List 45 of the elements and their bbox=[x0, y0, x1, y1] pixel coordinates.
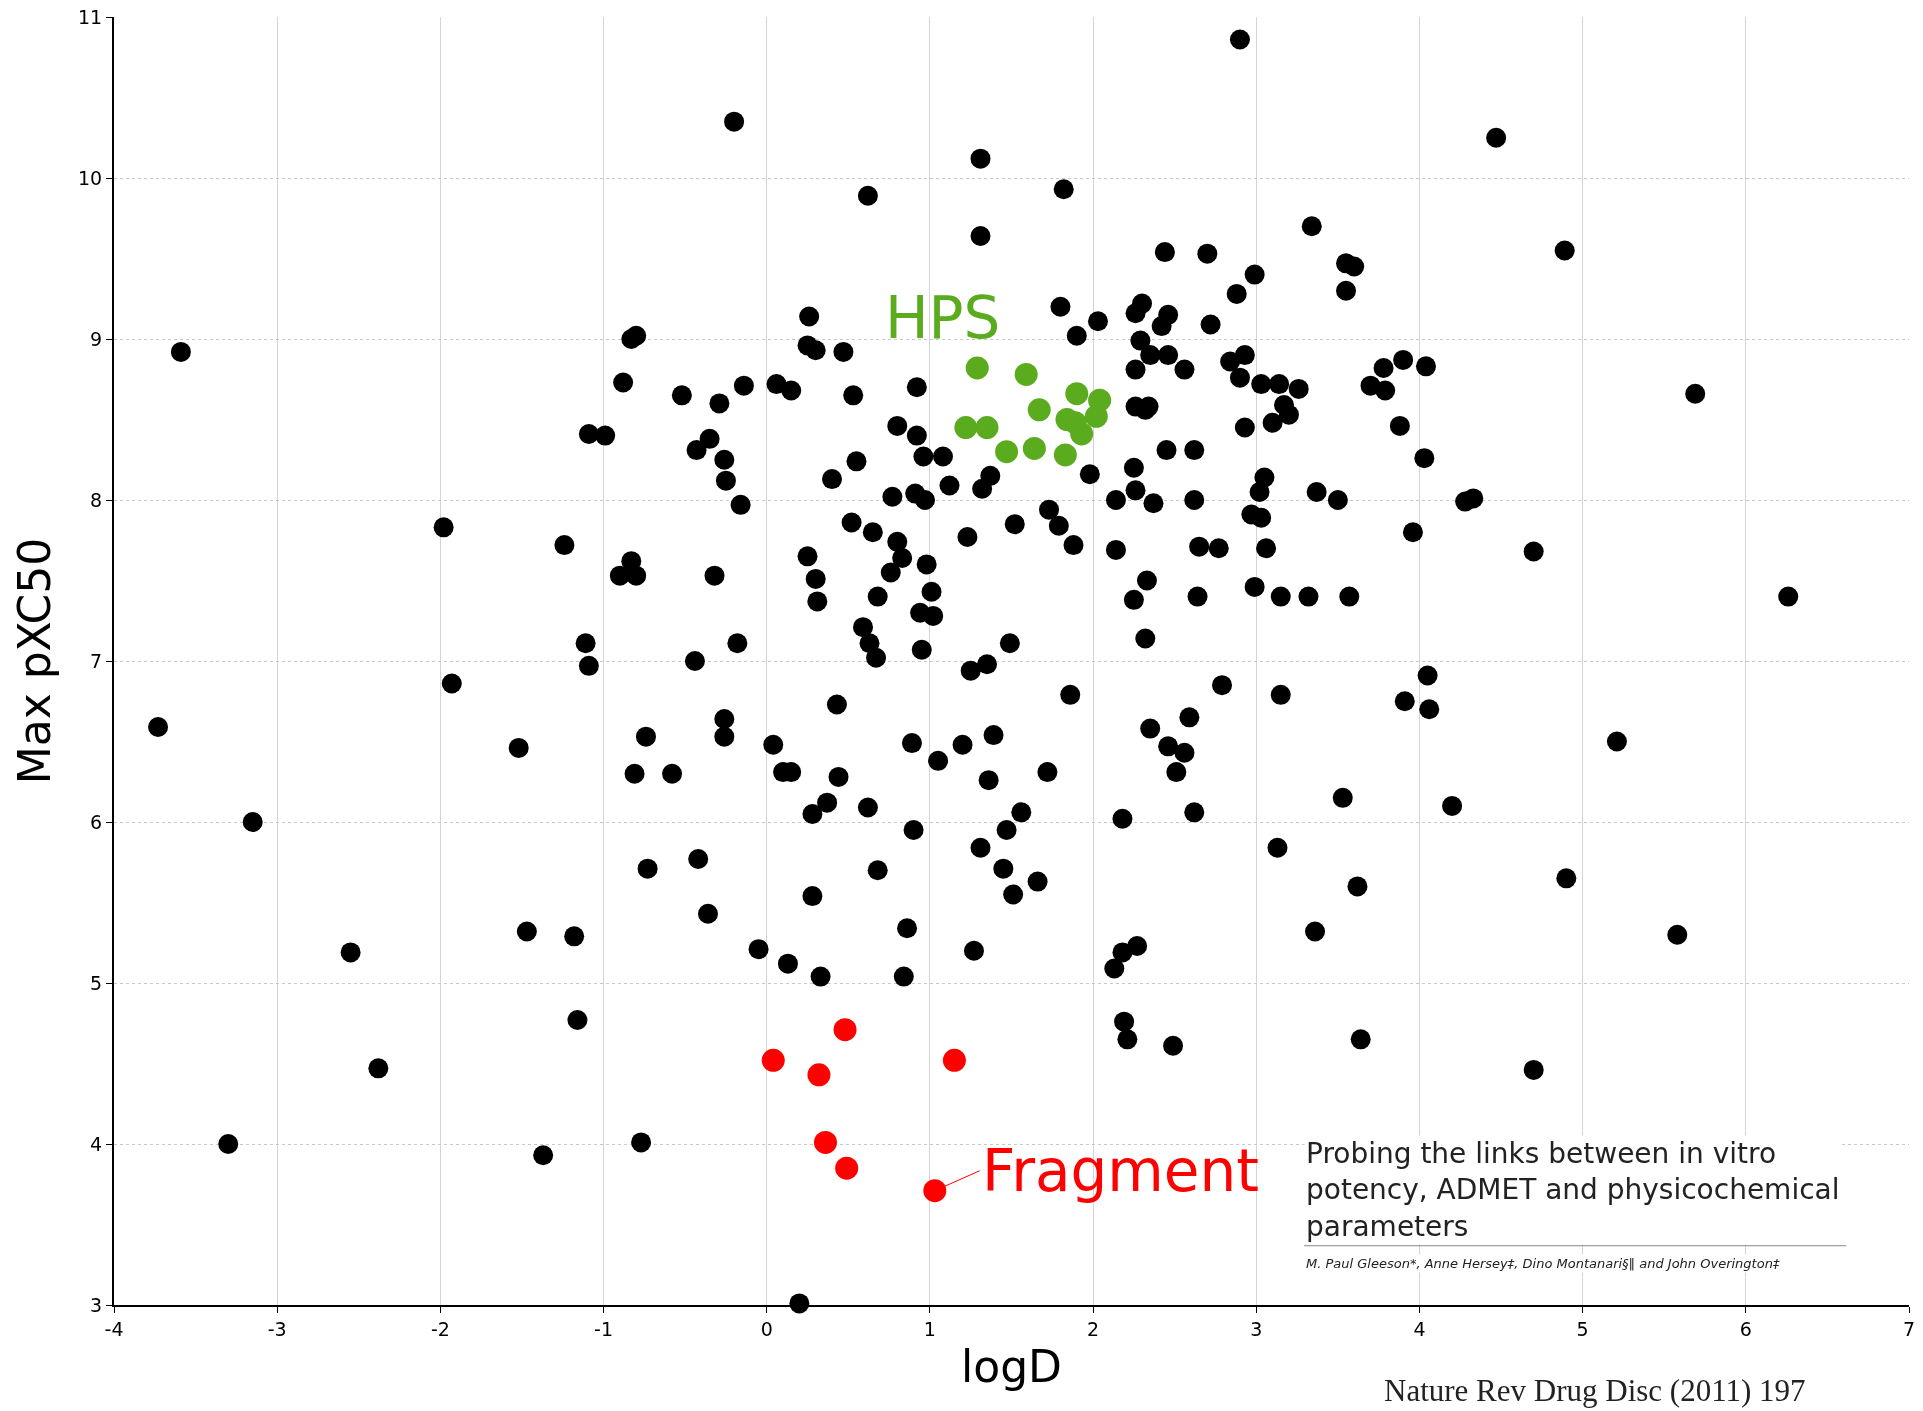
point bbox=[1014, 362, 1038, 386]
x-tick-label: -2 bbox=[430, 1317, 450, 1340]
point bbox=[1027, 398, 1051, 422]
y-tick-label: 9 bbox=[90, 327, 103, 350]
annotation: M. Paul Gleeson*, Anne Hersey‡, Dino Montanari§‖ and John Overington‡ bbox=[1306, 1256, 1780, 1271]
y-tick-label: 4 bbox=[90, 1132, 103, 1155]
point bbox=[995, 440, 1019, 464]
x-tick-label: 7 bbox=[1902, 1317, 1916, 1340]
x-tick-label: 0 bbox=[760, 1317, 773, 1340]
point bbox=[975, 416, 999, 440]
point bbox=[1084, 404, 1108, 428]
point bbox=[954, 416, 978, 440]
y-tick-label: 6 bbox=[90, 810, 103, 833]
x-tick-label: -4 bbox=[104, 1317, 124, 1340]
point bbox=[1065, 382, 1089, 406]
y-tick-label: 11 bbox=[78, 5, 103, 28]
x-axis-title: logD bbox=[961, 1340, 1062, 1392]
legend-label: Fragment bbox=[982, 1137, 1260, 1205]
x-tick-label: 4 bbox=[1413, 1317, 1426, 1340]
point bbox=[761, 1048, 785, 1072]
x-tick-label: 5 bbox=[1576, 1317, 1589, 1340]
y-tick-label: 3 bbox=[90, 1293, 103, 1316]
point bbox=[1022, 436, 1046, 460]
point bbox=[835, 1156, 859, 1180]
text: Nature Rev Drug Disc (2011) 197 bbox=[1384, 1373, 1806, 1408]
point bbox=[807, 1063, 831, 1087]
x-tick-label: 6 bbox=[1739, 1317, 1752, 1340]
x-tick-label: 3 bbox=[1250, 1317, 1263, 1340]
series-label: HPS bbox=[885, 284, 1001, 352]
x-tick-label: 2 bbox=[1087, 1317, 1100, 1340]
y-tick-label: 5 bbox=[90, 971, 103, 994]
y-tick-label: 8 bbox=[90, 488, 103, 511]
y-tick-label: 7 bbox=[90, 649, 103, 672]
y-axis-title: Max pXC50 bbox=[8, 537, 60, 785]
point bbox=[965, 356, 989, 380]
y-tick-label: 10 bbox=[78, 166, 103, 189]
x-tick-label: -3 bbox=[267, 1317, 287, 1340]
point bbox=[1053, 443, 1077, 467]
point bbox=[923, 1179, 947, 1203]
x-tick-label: -1 bbox=[594, 1317, 614, 1340]
point bbox=[942, 1048, 966, 1072]
point bbox=[813, 1130, 837, 1154]
x-tick-label: 1 bbox=[923, 1317, 936, 1340]
point bbox=[833, 1018, 857, 1042]
annotation: Probing the links between in vitro potency, ADMET and physicochemical parameters bbox=[1306, 1137, 1840, 1243]
